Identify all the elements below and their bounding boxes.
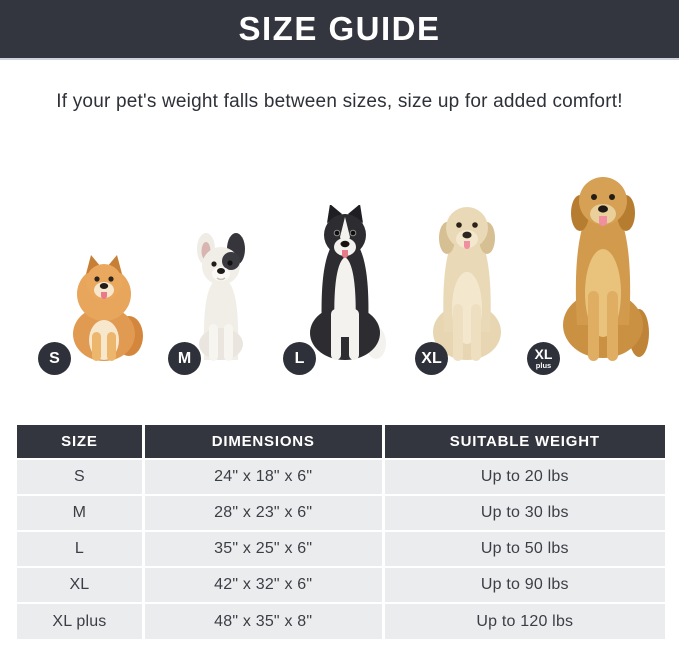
column-header-dimensions: DIMENSIONS xyxy=(141,425,384,459)
size-badge-s: S xyxy=(38,342,71,375)
dimensions-cell: 28" x 23" x 6" xyxy=(141,494,384,531)
dimensions-cell: 42" x 32" x 6" xyxy=(141,566,384,603)
dog-figure-small: S xyxy=(38,250,146,375)
column-header-size: SIZE xyxy=(17,425,144,459)
labrador-dog-image xyxy=(433,207,501,361)
table-row-xl-plus: XL plus 48" x 35" x 8" Up to 120 lbs xyxy=(17,602,665,639)
dimensions-cell: 48" x 35" x 8" xyxy=(141,602,384,639)
weight-cell: Up to 120 lbs xyxy=(381,602,665,639)
badge-label: M xyxy=(177,349,192,367)
pomeranian-dog-image xyxy=(73,255,143,361)
badge-label: XL xyxy=(534,346,553,363)
size-guide-header: SIZE GUIDE xyxy=(0,0,679,60)
dog-figure-medium: M xyxy=(168,232,249,375)
table-row-xl: XL 42" x 32" x 6" Up to 90 lbs xyxy=(17,566,665,603)
size-cell: L xyxy=(17,530,144,567)
dimensions-cell: 24" x 18" x 6" xyxy=(141,458,384,495)
badge-label: L xyxy=(294,349,305,367)
size-cell: XL xyxy=(17,566,144,603)
size-badge-l: L xyxy=(283,342,316,375)
dog-figure-extra-large-plus: XL plus xyxy=(527,167,649,375)
badge-label: XL xyxy=(421,349,442,367)
dog-figure-extra-large: XL xyxy=(415,198,507,375)
dimensions-cell: 35" x 25" x 6" xyxy=(141,530,384,567)
size-table-section: SIZE DIMENSIONS SUITABLE WEIGHT S 24" x … xyxy=(17,425,665,639)
table-row-m: M 28" x 23" x 6" Up to 30 lbs xyxy=(17,494,665,531)
french-bulldog-dog-image xyxy=(197,233,245,361)
weight-cell: Up to 30 lbs xyxy=(381,494,665,531)
size-table: SIZE DIMENSIONS SUITABLE WEIGHT S 24" x … xyxy=(17,425,665,639)
weight-cell: Up to 50 lbs xyxy=(381,530,665,567)
column-header-suitable-weight: SUITABLE WEIGHT xyxy=(381,425,665,459)
size-cell: M xyxy=(17,494,144,531)
size-badge-m: M xyxy=(168,342,201,375)
badge-sublabel: plus xyxy=(535,361,552,371)
golden-retriever-dog-image xyxy=(563,177,649,361)
table-header-row: SIZE DIMENSIONS SUITABLE WEIGHT xyxy=(17,425,665,459)
size-badge-xl: XL xyxy=(415,342,448,375)
size-up-advice-text: If your pet's weight falls between sizes… xyxy=(56,91,623,112)
size-badge-xl-plus: XL plus xyxy=(527,342,560,375)
weight-cell: Up to 20 lbs xyxy=(381,458,665,495)
badge-label: S xyxy=(49,349,60,367)
table-row-s: S 24" x 18" x 6" Up to 20 lbs xyxy=(17,458,665,495)
weight-cell: Up to 90 lbs xyxy=(381,566,665,603)
size-cell: S xyxy=(17,458,144,495)
dog-figure-large: L xyxy=(283,205,386,375)
size-cell: XL plus xyxy=(17,602,144,639)
dog-size-comparison: S M xyxy=(0,149,679,384)
border-collie-dog-image xyxy=(310,205,386,360)
table-row-l: L 35" x 25" x 6" Up to 50 lbs xyxy=(17,530,665,567)
page-title: SIZE GUIDE xyxy=(238,10,441,47)
